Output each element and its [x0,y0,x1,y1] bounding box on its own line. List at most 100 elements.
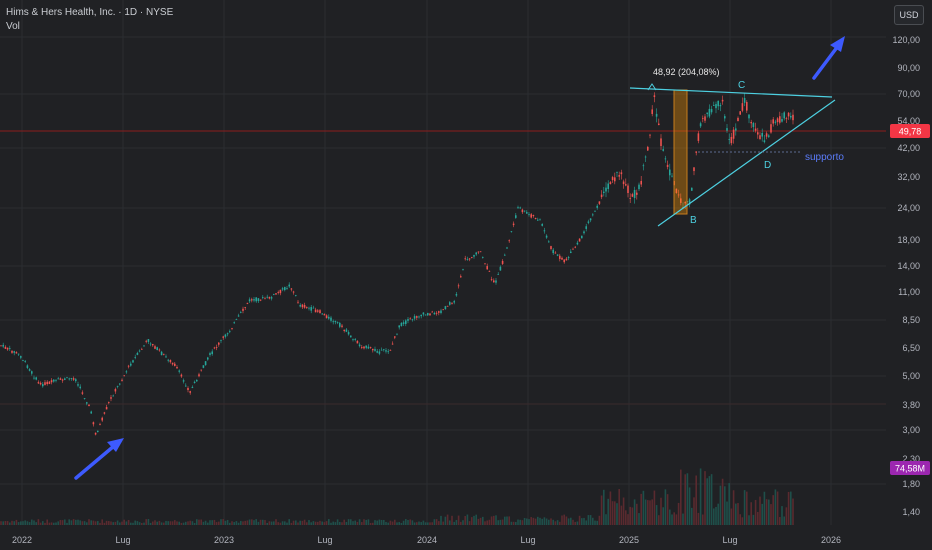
volume-bar [158,520,161,525]
volume-bar [31,519,33,525]
candle [114,389,117,392]
grid [0,0,886,525]
volume-bar [541,518,543,525]
volume-bar [519,519,521,525]
volume-bar [790,491,792,525]
volume-bar [473,515,475,525]
volume-bar [640,493,642,525]
volume-bar [273,521,275,525]
candle [759,135,761,140]
candle [218,342,220,345]
candle [719,105,722,107]
volume-bar [523,517,526,525]
volume-bar [702,514,704,525]
candle [11,350,13,353]
volume-bar [99,522,101,525]
candle [440,310,442,313]
candle [598,201,601,204]
candle [64,378,66,380]
volume-bar [350,519,352,525]
volume-bar [730,508,733,525]
candle [154,346,156,349]
volume-bar [182,522,185,525]
volume-bar [594,520,596,525]
volume-bar [457,515,460,525]
volume-bar [490,516,493,525]
candle [119,383,121,385]
highlight-range-box[interactable] [673,89,688,215]
volume-bar [407,519,409,525]
volume-bar [539,517,541,525]
volume-badge-text: 74,58M [895,464,925,474]
volume-bar [264,520,266,525]
volume-bar [642,490,645,525]
volume-bars [0,468,794,525]
price-axis[interactable] [886,0,932,550]
candle [519,207,521,209]
candle [369,346,372,348]
volume-bar [281,521,284,525]
currency-button[interactable]: USD [894,5,924,25]
volume-bar [394,519,396,525]
volume-bar [655,505,658,525]
volume-badge [890,461,930,475]
candle [785,118,788,120]
y-tick-label: 18,00 [897,235,920,245]
volume-bar [35,522,37,525]
resistance-trendline[interactable] [629,87,833,98]
candle [336,322,339,324]
candle [594,210,596,212]
volume-bar [671,514,673,525]
volume-bar [163,522,165,525]
volume-bar [352,521,354,525]
volume-bar [310,522,312,525]
volume-bar [246,520,249,525]
candle [737,117,739,122]
candle [534,218,537,220]
support-trendline[interactable] [657,99,836,227]
volume-bar [325,521,328,525]
volume-bar [416,522,418,525]
volume-bar [651,499,653,525]
candle [550,246,552,250]
candle [149,343,152,345]
candle [224,334,227,337]
candle [325,315,328,319]
volume-bar [466,514,469,525]
candle [2,344,4,347]
volume-bar [341,522,343,525]
symbol-title[interactable]: Hims & Hers Health, Inc. · 1D · NYSE [6,7,174,18]
volume-indicator-label[interactable]: Vol [6,21,20,32]
volume-bar [321,521,323,525]
candle [728,139,730,140]
candle [90,411,92,414]
time-axis[interactable] [0,526,932,550]
volume-bar [735,503,737,525]
volume-bar [460,521,462,525]
volume-bar [658,515,660,525]
candle [178,370,180,372]
candle [255,297,257,302]
arrow-up-bottom-icon[interactable] [74,438,124,480]
volume-bar [385,521,387,525]
volume-bar [262,519,264,525]
candle [9,348,11,349]
volume-bar [13,521,15,525]
volume-bar [270,521,273,525]
volume-bar [647,500,649,525]
volume-bar [682,513,684,525]
volume-bar [17,522,20,525]
volume-bar [633,499,636,525]
volume-bar [248,519,251,525]
volume-bar [559,521,561,525]
candle [631,194,634,197]
volume-bar [380,519,383,525]
arrow-up-top-icon[interactable] [812,36,845,80]
candle [717,100,719,107]
candle [625,184,627,186]
volume-bar [545,518,548,525]
volume-bar [497,520,499,525]
peak-marker-icon [647,83,657,91]
candle [358,344,361,347]
